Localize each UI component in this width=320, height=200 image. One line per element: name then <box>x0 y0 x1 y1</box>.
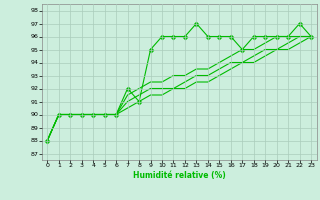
X-axis label: Humidité relative (%): Humidité relative (%) <box>133 171 226 180</box>
